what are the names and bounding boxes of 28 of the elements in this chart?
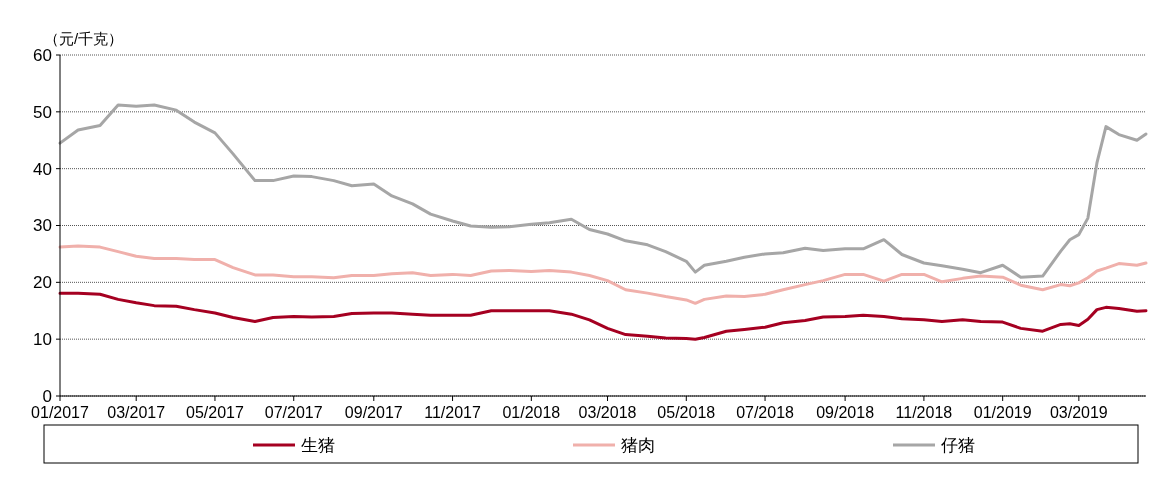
y-tick-label: 40 [33, 159, 52, 179]
y-tick-label: 20 [33, 273, 52, 293]
y-tick-label: 10 [33, 330, 52, 350]
line-series [58, 103, 1148, 279]
y-tick-label: 60 [33, 45, 52, 65]
y-tick-label: 0 [42, 386, 52, 406]
line-series [58, 244, 1148, 305]
x-tick-label: 05/2017 [186, 404, 244, 421]
x-tick-label: 03/2017 [107, 404, 166, 421]
x-tick-label: 01/2018 [502, 404, 561, 421]
x-tick-label: 05/2018 [657, 404, 716, 421]
x-tick-label: 07/2018 [736, 404, 795, 421]
y-axis-title: （元/千克） [44, 30, 124, 47]
x-tick-label: 09/2018 [816, 404, 875, 421]
x-tick-label: 01/2017 [31, 404, 90, 421]
x-tick-label: 03/2019 [1049, 404, 1108, 421]
x-tick-label: 03/2018 [578, 404, 637, 421]
x-tick-label: 11/2018 [895, 404, 953, 421]
legend-label: 猪肉 [621, 435, 655, 455]
line-series [58, 291, 1148, 341]
x-tick-label: 09/2017 [344, 404, 403, 421]
y-tick-label: 50 [33, 102, 52, 122]
x-tick-label: 01/2019 [973, 404, 1032, 421]
legend-label: 仔猪 [941, 435, 975, 455]
x-tick-label: 11/2017 [424, 404, 481, 421]
legend-label: 生猪 [301, 435, 335, 455]
y-tick-label: 30 [33, 216, 52, 236]
x-tick-label: 07/2017 [264, 404, 323, 421]
